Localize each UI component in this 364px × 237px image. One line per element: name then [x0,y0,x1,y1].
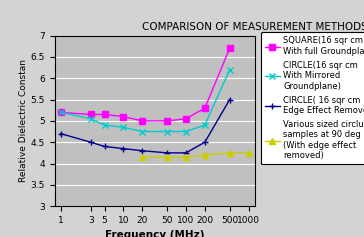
X-axis label: Frequency (MHz): Frequency (MHz) [105,230,205,237]
CIRCLE(16 sqr cm
With Mirrored
Groundplane) [140,130,145,133]
CIRCLE( 16 sqr cm
Edge Effect Removed) [165,151,169,154]
SQUARE(16 sqr cm
With full Groundplane) [59,111,63,114]
CIRCLE( 16 sqr cm
Edge Effect Removed) [88,141,93,144]
SQUARE(16 sqr cm
With full Groundplane) [184,117,188,120]
Line: Various sized circlular
samples at 90 deg
(With edge effect
removed): Various sized circlular samples at 90 de… [139,150,251,160]
Various sized circlular
samples at 90 deg
(With edge effect
removed) [203,154,207,156]
Line: CIRCLE( 16 sqr cm
Edge Effect Removed): CIRCLE( 16 sqr cm Edge Effect Removed) [58,96,233,156]
SQUARE(16 sqr cm
With full Groundplane) [203,107,207,109]
CIRCLE( 16 sqr cm
Edge Effect Removed) [203,141,207,144]
CIRCLE(16 sqr cm
With Mirrored
Groundplane) [203,124,207,127]
Various sized circlular
samples at 90 deg
(With edge effect
removed) [228,151,232,154]
Line: SQUARE(16 sqr cm
With full Groundplane): SQUARE(16 sqr cm With full Groundplane) [58,46,233,124]
CIRCLE( 16 sqr cm
Edge Effect Removed) [228,98,232,101]
CIRCLE(16 sqr cm
With Mirrored
Groundplane) [88,117,93,120]
CIRCLE( 16 sqr cm
Edge Effect Removed) [102,145,107,148]
SQUARE(16 sqr cm
With full Groundplane) [140,119,145,122]
CIRCLE( 16 sqr cm
Edge Effect Removed) [140,149,145,152]
CIRCLE(16 sqr cm
With Mirrored
Groundplane) [228,68,232,71]
Line: CIRCLE(16 sqr cm
With Mirrored
Groundplane): CIRCLE(16 sqr cm With Mirrored Groundpla… [58,67,233,134]
CIRCLE( 16 sqr cm
Edge Effect Removed) [121,147,126,150]
SQUARE(16 sqr cm
With full Groundplane) [102,113,107,116]
Various sized circlular
samples at 90 deg
(With edge effect
removed) [184,156,188,159]
CIRCLE( 16 sqr cm
Edge Effect Removed) [184,151,188,154]
CIRCLE(16 sqr cm
With Mirrored
Groundplane) [102,124,107,127]
CIRCLE(16 sqr cm
With Mirrored
Groundplane) [184,130,188,133]
CIRCLE(16 sqr cm
With Mirrored
Groundplane) [59,111,63,114]
SQUARE(16 sqr cm
With full Groundplane) [228,47,232,50]
CIRCLE(16 sqr cm
With Mirrored
Groundplane) [121,126,126,129]
SQUARE(16 sqr cm
With full Groundplane) [165,119,169,122]
Various sized circlular
samples at 90 deg
(With edge effect
removed) [165,156,169,159]
Legend: SQUARE(16 sqr cm
With full Groundplane), CIRCLE(16 sqr cm
With Mirrored
Groundpl: SQUARE(16 sqr cm With full Groundplane),… [261,32,364,164]
CIRCLE(16 sqr cm
With Mirrored
Groundplane) [165,130,169,133]
Y-axis label: Relative Dielectric Constan: Relative Dielectric Constan [19,59,28,182]
SQUARE(16 sqr cm
With full Groundplane) [88,113,93,116]
Various sized circlular
samples at 90 deg
(With edge effect
removed) [140,156,145,159]
Title: COMPARISON OF MEASUREMENT METHODS: COMPARISON OF MEASUREMENT METHODS [142,22,364,32]
SQUARE(16 sqr cm
With full Groundplane) [121,115,126,118]
Various sized circlular
samples at 90 deg
(With edge effect
removed) [246,151,251,154]
CIRCLE( 16 sqr cm
Edge Effect Removed) [59,132,63,135]
